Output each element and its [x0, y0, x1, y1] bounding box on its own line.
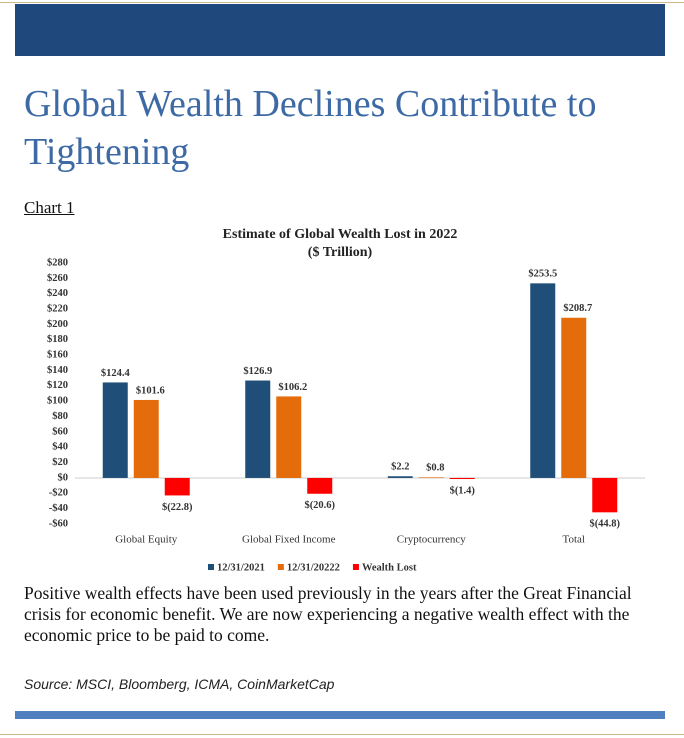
y-tick-label: $80: [52, 411, 68, 422]
bar: [307, 477, 333, 494]
y-tick-label: $220: [47, 303, 68, 314]
chart-subtitle: ($ Trillion): [308, 245, 373, 260]
data-label: $(44.8): [589, 519, 620, 530]
data-label: $124.4: [101, 368, 131, 379]
y-tick-label: $20: [52, 457, 68, 468]
source: Source: MSCI, Bloomberg, ICMA, CoinMarke…: [24, 676, 335, 692]
paragraph: Positive wealth effects have been used p…: [24, 583, 632, 645]
bar: [387, 476, 413, 478]
y-tick-label: -$20: [49, 488, 68, 499]
y-tick-label: $180: [47, 334, 68, 345]
y-tick-label: -$60: [49, 518, 68, 529]
legend-label: Wealth Lost: [362, 562, 417, 573]
x-tick-label: Global Equity: [115, 534, 178, 546]
y-tick-label: $100: [47, 396, 68, 407]
y-tick-label: $200: [47, 319, 68, 330]
bar: [245, 380, 271, 478]
chart-title: Estimate of Global Wealth Lost in 2022: [223, 227, 458, 242]
y-tick-label: $280: [47, 257, 68, 268]
y-tick-label: -$40: [49, 503, 68, 514]
data-label: $2.2: [391, 462, 409, 473]
bar: [418, 477, 444, 478]
legend-swatch: [208, 564, 214, 570]
chart-label: Chart 1: [24, 198, 75, 217]
y-tick-label: $160: [47, 350, 68, 361]
x-tick-label: Global Fixed Income: [242, 534, 336, 546]
y-tick-label: $140: [47, 365, 68, 376]
legend-swatch: [352, 564, 359, 570]
data-label: $253.5: [528, 269, 557, 280]
data-label: $101.6: [136, 385, 165, 396]
y-tick-label: $240: [47, 288, 68, 299]
y-tick-label: $60: [52, 426, 68, 437]
x-tick-label: Total: [563, 534, 585, 546]
bar: [164, 477, 190, 496]
bar: [449, 477, 475, 480]
bar: [592, 477, 618, 513]
heading: Global Wealth Declines Contribute to Tig…: [24, 83, 597, 173]
banner: [15, 4, 665, 56]
chart: Estimate of Global Wealth Lost in 2022 (…: [47, 227, 645, 573]
y-tick-label: $40: [52, 442, 68, 453]
data-label: $(20.6): [304, 500, 335, 511]
data-label: $(22.8): [162, 502, 193, 513]
y-tick-label: $260: [47, 273, 68, 284]
bar: [561, 317, 587, 478]
data-label: $208.7: [563, 303, 592, 314]
legend-swatch: [277, 564, 284, 570]
rule: [0, 734, 684, 735]
data-label: $106.2: [278, 382, 307, 393]
bar: [102, 382, 128, 478]
rule: [0, 2, 684, 3]
bar: [276, 396, 302, 478]
bar: [133, 399, 159, 478]
bar: [530, 283, 556, 478]
legend-label: 12/31/20222: [287, 562, 340, 573]
y-tick-label: $120: [47, 380, 68, 391]
legend-label: 12/31/2021: [217, 562, 265, 573]
x-tick-label: Cryptocurrency: [397, 534, 467, 546]
data-label: $0.8: [426, 463, 444, 474]
data-label: $126.9: [243, 366, 272, 377]
data-label: $(1.4): [450, 485, 476, 496]
footer-bar: [15, 711, 665, 719]
y-tick-label: $0: [58, 472, 69, 483]
